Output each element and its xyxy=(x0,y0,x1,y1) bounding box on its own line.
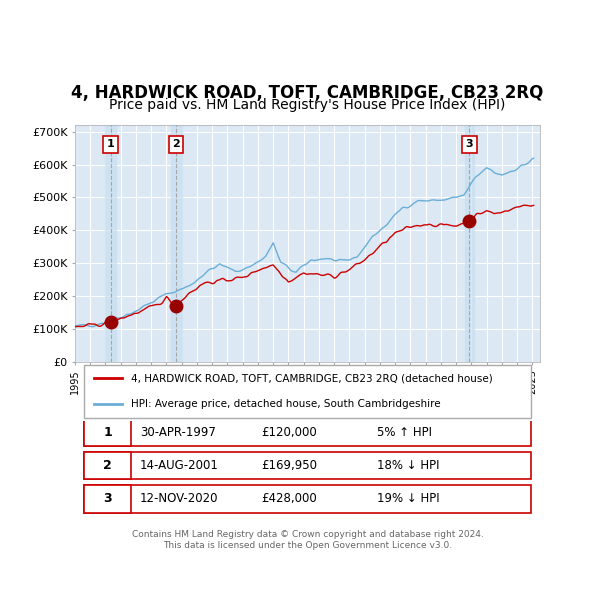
Text: 19% ↓ HPI: 19% ↓ HPI xyxy=(377,493,440,506)
FancyBboxPatch shape xyxy=(84,486,531,513)
Text: 4, HARDWICK ROAD, TOFT, CAMBRIDGE, CB23 2RQ: 4, HARDWICK ROAD, TOFT, CAMBRIDGE, CB23 … xyxy=(71,84,544,103)
Bar xyxy=(106,125,116,362)
Text: 2: 2 xyxy=(103,459,112,472)
Text: 18% ↓ HPI: 18% ↓ HPI xyxy=(377,459,440,472)
FancyBboxPatch shape xyxy=(84,418,531,445)
Text: HPI: Average price, detached house, South Cambridgeshire: HPI: Average price, detached house, Sout… xyxy=(131,399,440,409)
FancyBboxPatch shape xyxy=(84,365,531,418)
Bar xyxy=(465,125,475,362)
Bar xyxy=(171,125,182,362)
FancyBboxPatch shape xyxy=(84,486,131,513)
FancyBboxPatch shape xyxy=(84,418,131,445)
Text: Price paid vs. HM Land Registry's House Price Index (HPI): Price paid vs. HM Land Registry's House … xyxy=(109,98,506,112)
FancyBboxPatch shape xyxy=(84,452,131,479)
Text: £120,000: £120,000 xyxy=(261,425,317,438)
Text: 12-NOV-2020: 12-NOV-2020 xyxy=(140,493,218,506)
Text: 30-APR-1997: 30-APR-1997 xyxy=(140,425,216,438)
Text: £169,950: £169,950 xyxy=(261,459,317,472)
Text: Contains HM Land Registry data © Crown copyright and database right 2024.
This d: Contains HM Land Registry data © Crown c… xyxy=(131,530,484,550)
Text: 2: 2 xyxy=(172,139,180,149)
Text: 14-AUG-2001: 14-AUG-2001 xyxy=(140,459,219,472)
Text: 1: 1 xyxy=(103,425,112,438)
Text: 5% ↑ HPI: 5% ↑ HPI xyxy=(377,425,432,438)
Text: £428,000: £428,000 xyxy=(261,493,317,506)
Text: 3: 3 xyxy=(466,139,473,149)
FancyBboxPatch shape xyxy=(84,452,531,479)
Text: 4, HARDWICK ROAD, TOFT, CAMBRIDGE, CB23 2RQ (detached house): 4, HARDWICK ROAD, TOFT, CAMBRIDGE, CB23 … xyxy=(131,373,493,383)
Text: 3: 3 xyxy=(103,493,112,506)
Text: 1: 1 xyxy=(107,139,115,149)
